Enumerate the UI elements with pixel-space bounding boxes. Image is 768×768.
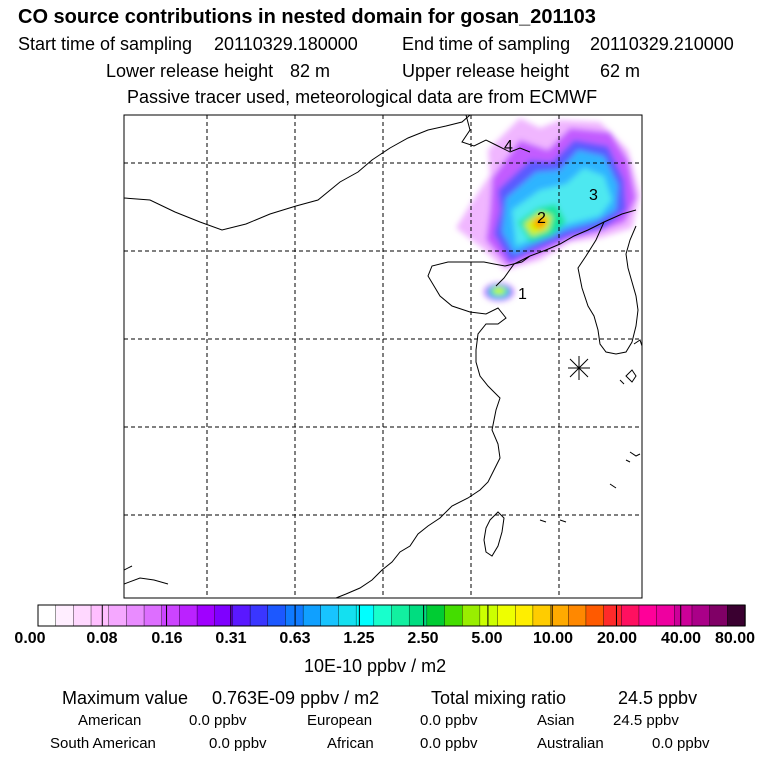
- colorbar-tick-11: 80.00: [714, 630, 756, 647]
- colorbar-cell: [674, 604, 693, 627]
- region-label-4: 4: [504, 138, 513, 155]
- region-australian-name: Australian: [537, 735, 604, 752]
- region-south-american-name: South American: [50, 735, 156, 752]
- colorbar-cell: [691, 604, 711, 627]
- colorbar-cell: [320, 604, 340, 627]
- colorbar-tick-10: 40.00: [660, 630, 702, 647]
- map-title: CO source contributions in nested domain…: [18, 6, 596, 28]
- region-american-name: American: [78, 712, 142, 729]
- colorbar-cell: [391, 604, 410, 627]
- colorbar-cell: [196, 604, 216, 627]
- colorbar-tick-0: 0.00: [14, 630, 46, 647]
- colorbar-cell: [709, 604, 729, 627]
- colorbar-cell: [585, 604, 605, 627]
- colorbar-tick-1: 0.08: [86, 630, 118, 647]
- colorbar-tick-3: 0.31: [215, 630, 247, 647]
- colorbar-cell: [426, 604, 446, 627]
- colorbar-tick-5: 1.25: [343, 630, 375, 647]
- colorbar-cell: [267, 604, 287, 627]
- colorbar-cell: [179, 604, 198, 627]
- colorbar-tick-6: 2.50: [407, 630, 439, 647]
- colorbar-cell: [550, 604, 569, 627]
- region-asian-name: Asian: [537, 712, 575, 729]
- colorbar-cell: [515, 604, 534, 627]
- region-label-3: 3: [589, 187, 598, 204]
- colorbar-units: 10E-10 ppbv / m2: [304, 656, 447, 676]
- region-label-1: 1: [518, 286, 527, 303]
- colorbar-cell: [727, 604, 746, 627]
- colorbar-cell: [143, 604, 163, 627]
- start-time-value: 20110329.180000: [214, 34, 358, 54]
- upper-release-label: Upper release height: [402, 61, 570, 81]
- colorbar-cell: [373, 604, 393, 627]
- colorbar-cell: [108, 604, 128, 627]
- colorbar-cell: [302, 604, 322, 627]
- start-time-label: Start time of sampling: [18, 34, 193, 54]
- colorbar-cell: [462, 604, 481, 627]
- region-label-2: 2: [537, 210, 546, 227]
- upper-release-value: 62 m: [600, 61, 641, 81]
- total-mixing-value: 24.5 ppbv: [618, 688, 698, 708]
- colorbar-cell: [621, 604, 640, 627]
- region-south-american-value: 0.0 ppbv: [209, 735, 267, 752]
- receptor-star-icon: [568, 356, 590, 380]
- colorbar-cell: [568, 604, 587, 627]
- colorbar-tick-8: 10.00: [532, 630, 574, 647]
- colorbar-cell: [444, 604, 463, 627]
- lat-lon-grid: [124, 115, 642, 598]
- end-time-label: End time of sampling: [402, 34, 571, 54]
- colorbar-cell: [249, 604, 269, 627]
- colorbar-cell: [90, 604, 110, 627]
- tracer-note: Passive tracer used, meteorological data…: [127, 87, 598, 107]
- colorbar-cell: [285, 604, 304, 627]
- colorbar-cell: [603, 604, 622, 627]
- colorbar-tick-7: 5.00: [471, 630, 503, 647]
- max-value-label: Maximum value: [62, 688, 189, 708]
- colorbar-cell: [338, 604, 357, 627]
- region-african-value: 0.0 ppbv: [420, 735, 478, 752]
- colorbar-cell: [55, 604, 75, 627]
- colorbar-cell: [214, 604, 234, 627]
- max-value: 0.763E-09 ppbv / m2: [212, 688, 380, 708]
- colorbar-cell: [232, 604, 251, 627]
- colorbar-cell: [479, 604, 499, 627]
- colorbar-cell: [161, 604, 181, 627]
- colorbar-cell: [126, 604, 145, 627]
- region-american-value: 0.0 ppbv: [189, 712, 247, 729]
- colorbar-cell: [73, 604, 92, 627]
- region-european-value: 0.0 ppbv: [420, 712, 478, 729]
- colorbar-cell: [532, 604, 552, 627]
- end-time-value: 20110329.210000: [590, 34, 734, 54]
- colorbar-cell: [37, 604, 57, 627]
- lower-release-value: 82 m: [290, 61, 331, 81]
- colorbar-cell: [408, 604, 428, 627]
- colorbar-tick-9: 20.00: [596, 630, 638, 647]
- colorbar-cell: [497, 604, 516, 627]
- colorbar-cell: [638, 604, 658, 627]
- colorbar-tick-4: 0.63: [279, 630, 311, 647]
- region-african-name: African: [327, 735, 374, 752]
- region-australian-value: 0.0 ppbv: [652, 735, 710, 752]
- lower-release-label: Lower release height: [106, 61, 274, 81]
- region-asian-value: 24.5 ppbv: [613, 712, 679, 729]
- region-european-name: European: [307, 712, 373, 729]
- colorbar-cell: [656, 604, 675, 627]
- colorbar-tick-2: 0.16: [151, 630, 183, 647]
- total-mixing-label: Total mixing ratio: [431, 688, 567, 708]
- coastlines: [124, 115, 642, 598]
